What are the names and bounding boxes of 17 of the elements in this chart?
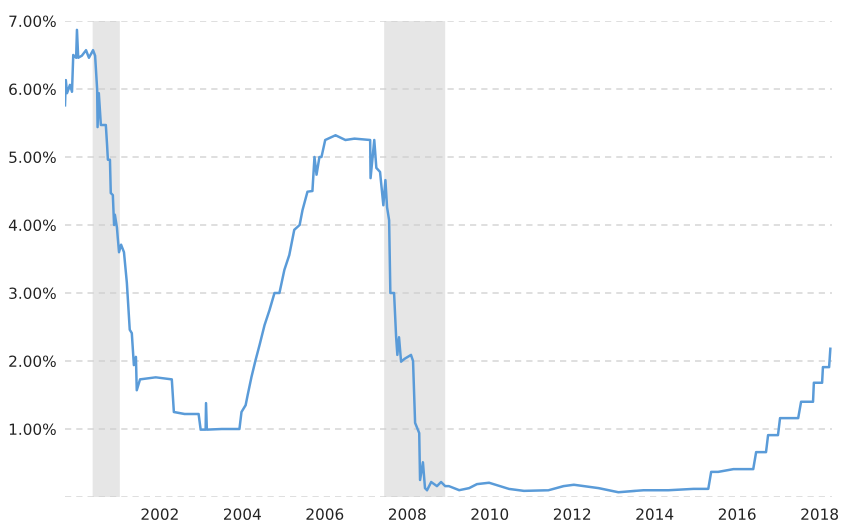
y-tick-label: 5.00% (9, 151, 56, 164)
x-tick-label: 2016 (718, 508, 756, 520)
y-tick-label: 6.00% (9, 83, 56, 96)
y-tick-label: 1.00% (10, 423, 56, 436)
y-tick-label: 4.00% (8, 219, 56, 232)
line-series (65, 28, 832, 494)
y-tick-label: 7.00% (9, 15, 56, 28)
x-tick-label: 2010 (471, 508, 508, 520)
x-tick-label: 2018 (801, 508, 838, 520)
x-tick-label: 2002 (142, 508, 178, 520)
x-tick-label: 2008 (388, 508, 426, 520)
y-tick-label: 2.00% (9, 355, 56, 368)
y-tick-label: 3.00% (9, 287, 56, 300)
x-tick-label: 2014 (636, 508, 674, 520)
x-tick-label: 2004 (224, 508, 261, 520)
x-tick-label: 2012 (554, 508, 590, 520)
x-tick-label: 2006 (306, 508, 344, 520)
